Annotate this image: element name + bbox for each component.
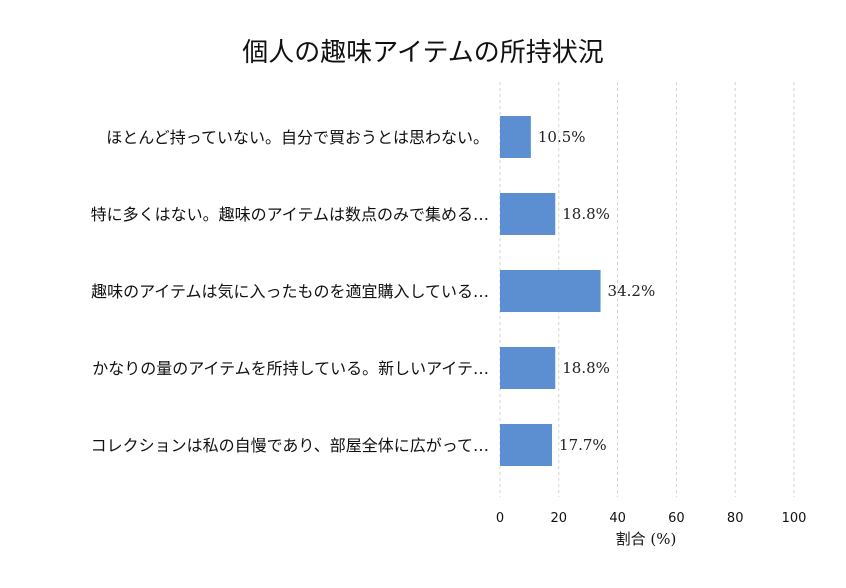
label-layer: 0 20 40 60 80 100 ほとんど持っていない。自分で買おうとは思わない。 10.5… xyxy=(91,128,807,526)
bar-layer xyxy=(500,116,601,466)
x-tick-label: 40 xyxy=(609,511,626,526)
x-axis-label: 割合 (%) xyxy=(616,530,677,548)
x-tick-label: 80 xyxy=(727,511,744,526)
x-tick-label: 100 xyxy=(782,511,807,526)
x-tick-label: 60 xyxy=(668,511,685,526)
bar xyxy=(500,270,601,312)
value-label: 18.8% xyxy=(562,205,610,223)
category-label: 趣味のアイテムは気に入ったものを適宜購入している… xyxy=(91,282,489,301)
value-label: 34.2% xyxy=(608,282,656,300)
bar xyxy=(500,424,553,466)
value-label: 18.8% xyxy=(562,359,610,377)
value-label: 17.7% xyxy=(559,436,607,454)
bar xyxy=(500,116,531,158)
category-label: ほとんど持っていない。自分で買おうとは思わない。 xyxy=(106,128,489,147)
bar xyxy=(500,347,556,389)
category-label: かなりの量のアイテムを所持している。新しいアイテ… xyxy=(92,359,489,378)
chart-title: 個人の趣味アイテムの所持状況 xyxy=(242,38,603,68)
x-tick-label: 0 xyxy=(496,511,504,526)
bar xyxy=(500,193,556,235)
value-label: 10.5% xyxy=(538,128,586,146)
x-tick-label: 20 xyxy=(551,511,568,526)
category-label: 特に多くはない。趣味のアイテムは数点のみで集める… xyxy=(91,205,489,224)
category-label: コレクションは私の自慢であり、部屋全体に広がって… xyxy=(91,436,489,455)
